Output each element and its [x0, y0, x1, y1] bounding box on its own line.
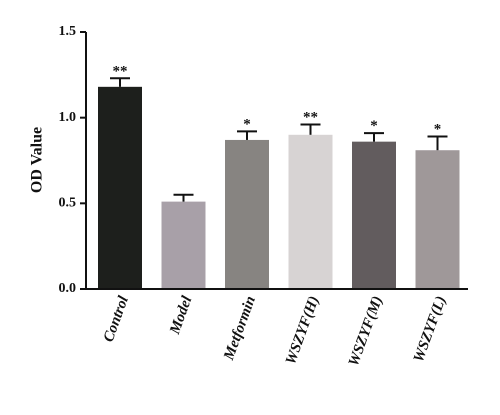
bar-0 [98, 86, 142, 290]
category-label: Model [167, 293, 196, 337]
significance-star: * [370, 118, 378, 134]
y-tick-label: 0.0 [59, 281, 77, 296]
significance-markers: *** *** * [113, 63, 442, 137]
bar-4 [352, 141, 396, 289]
category-label: Metformin [221, 294, 259, 363]
bar-1 [161, 201, 206, 289]
category-label: WSZYF(H) [283, 294, 323, 367]
bar-2 [225, 139, 269, 289]
significance-star: ** [113, 63, 128, 79]
bar-5 [415, 150, 460, 289]
category-label: WSZYF(L) [411, 294, 450, 364]
y-axis-ticks: 0.0 0.5 1.0 1.5 [59, 24, 86, 296]
significance-star: ** [303, 110, 318, 126]
y-tick-label: 1.5 [59, 24, 77, 39]
x-axis-category-labels: Control Model Metformin WSZYF(H) WSZYF(M) WSZ… [101, 293, 450, 368]
category-label: Control [101, 293, 133, 344]
category-label: WSZYF(M) [346, 294, 386, 368]
bars [98, 86, 460, 290]
significance-star: * [243, 116, 251, 132]
y-tick-label: 1.0 [59, 110, 77, 125]
axes [85, 32, 468, 290]
error-bars [110, 77, 448, 202]
significance-star: * [434, 122, 442, 138]
y-axis-title: OD Value [29, 127, 46, 193]
y-tick-label: 0.5 [59, 196, 77, 211]
bar-3 [288, 134, 333, 289]
